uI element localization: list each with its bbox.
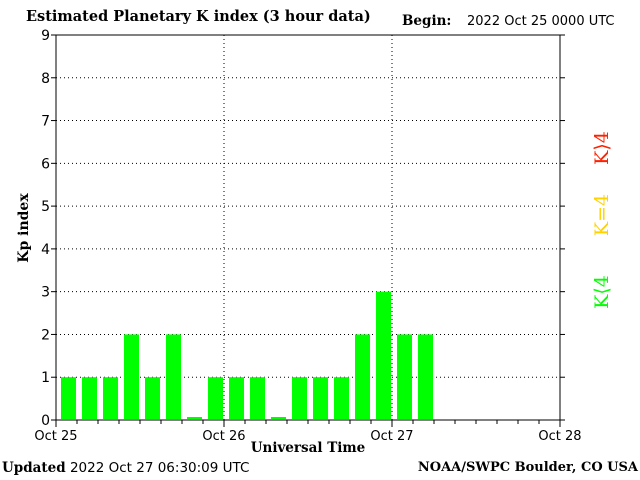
begin-value: 2022 Oct 25 0000 UTC bbox=[467, 14, 615, 29]
y-tick-label: 8 bbox=[41, 71, 50, 87]
kp-bar bbox=[61, 377, 76, 419]
y-tick-label: 5 bbox=[41, 199, 50, 215]
x-tick-label: Oct 26 bbox=[202, 429, 245, 444]
kp-bar bbox=[355, 334, 370, 419]
begin-label: Begin: bbox=[402, 13, 452, 29]
kp-bar bbox=[229, 377, 244, 419]
y-tick-label: 4 bbox=[41, 242, 50, 258]
updated-value: 2022 Oct 27 06:30:09 UTC bbox=[69, 460, 250, 476]
y-tick-label: 3 bbox=[41, 285, 50, 301]
x-axis-label: Universal Time bbox=[251, 440, 366, 456]
kp-bar bbox=[292, 377, 307, 419]
kp-bar bbox=[313, 377, 328, 419]
kp-bar bbox=[82, 377, 97, 419]
y-tick-label: 6 bbox=[41, 156, 50, 172]
kp-bar bbox=[376, 291, 391, 419]
updated-timestamp: Updated 2022 Oct 27 06:30:09 UTC bbox=[2, 460, 249, 476]
kp-bar bbox=[187, 417, 202, 419]
kp-bar bbox=[208, 377, 223, 419]
y-tick-label: 2 bbox=[41, 327, 50, 343]
x-tick-label: Oct 25 bbox=[34, 429, 77, 444]
y-tick-label: 1 bbox=[41, 370, 50, 386]
y-tick-label: 7 bbox=[41, 114, 50, 130]
x-tick-labels: Oct 25 Oct 26 Oct 27 Oct 28 bbox=[34, 429, 581, 444]
updated-label: Updated bbox=[2, 460, 66, 476]
legend-item-below-4: K⟨4 bbox=[591, 275, 613, 309]
kp-bar bbox=[418, 334, 433, 419]
y-tick-labels: 0 1 2 3 4 5 6 7 8 9 bbox=[41, 28, 50, 429]
kp-bar bbox=[271, 417, 286, 419]
kp-bar bbox=[334, 377, 349, 419]
kp-bar bbox=[250, 377, 265, 419]
kp-bar bbox=[103, 377, 118, 419]
bars bbox=[61, 291, 433, 419]
axes bbox=[51, 34, 565, 427]
legend-item-equal-4: K=4 bbox=[591, 194, 613, 236]
kp-bar bbox=[145, 377, 160, 419]
kp-bar bbox=[124, 334, 139, 419]
legend-item-above-4: K⟩4 bbox=[591, 131, 613, 165]
y-tick-label: 9 bbox=[41, 28, 50, 44]
kp-bar bbox=[166, 334, 181, 419]
credit-text: NOAA/SWPC Boulder, CO USA bbox=[417, 460, 638, 475]
y-tick-label: 0 bbox=[41, 413, 50, 429]
x-tick-label: Oct 27 bbox=[370, 429, 413, 444]
kp-bar bbox=[397, 334, 412, 419]
x-tick-label: Oct 28 bbox=[538, 429, 581, 444]
legend: K⟨4 K=4 K⟩4 bbox=[591, 131, 613, 309]
y-axis-label: Kp index bbox=[16, 193, 32, 263]
chart-title: Estimated Planetary K index (3 hour data… bbox=[26, 8, 371, 25]
